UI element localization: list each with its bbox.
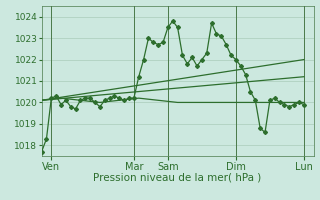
X-axis label: Pression niveau de la mer( hPa ): Pression niveau de la mer( hPa ) bbox=[93, 173, 262, 183]
